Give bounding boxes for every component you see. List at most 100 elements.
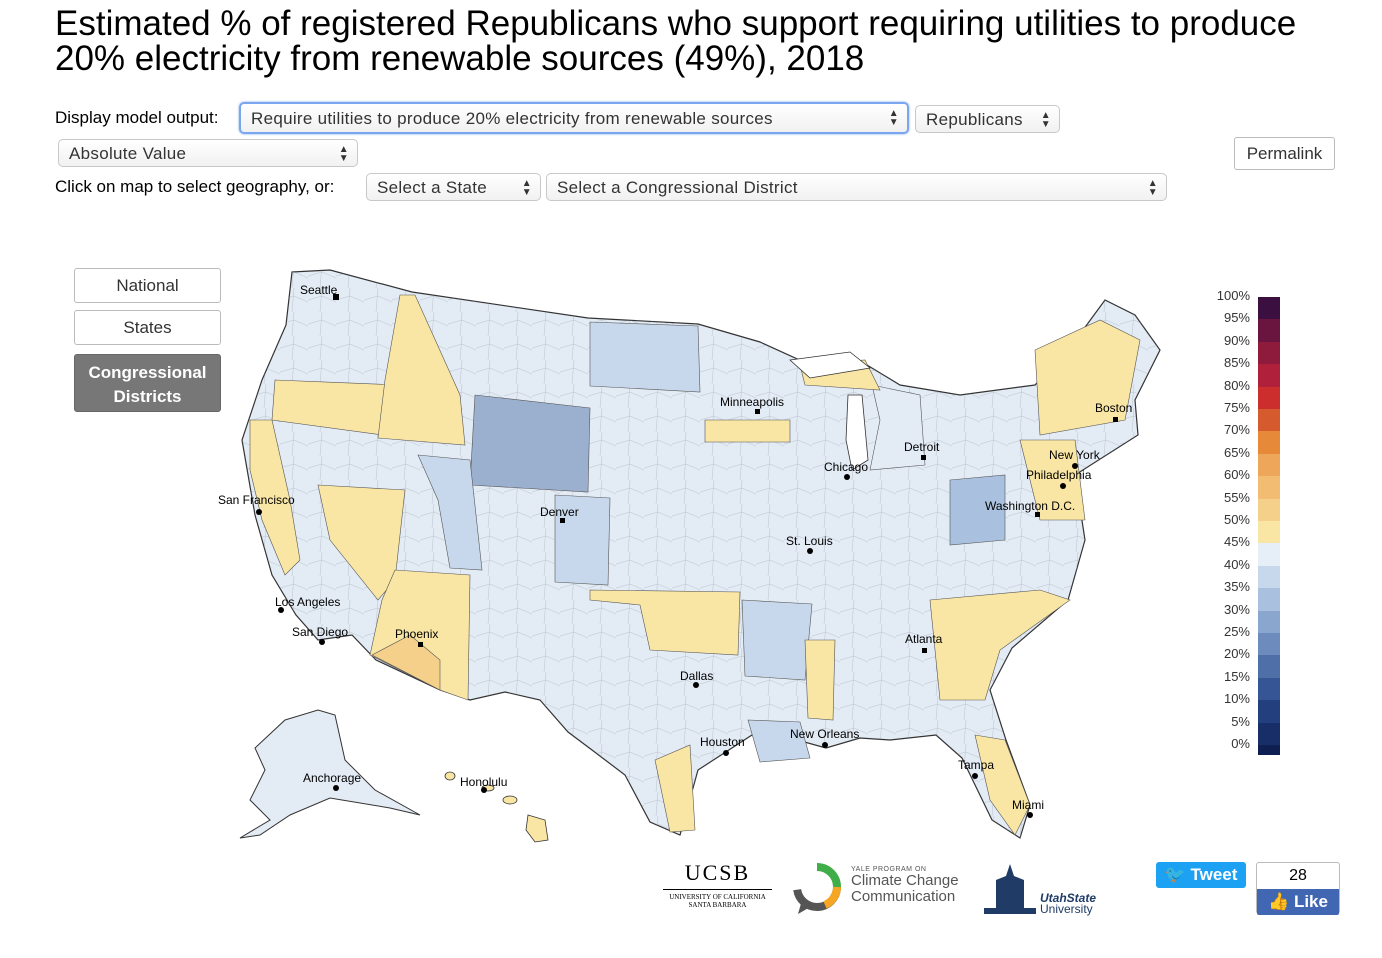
legend-swatch: [1258, 543, 1280, 566]
city-new-orleans: New Orleans: [790, 727, 859, 741]
usu-logo-text: UtahState University: [1040, 891, 1096, 916]
legend-swatch: [1258, 319, 1280, 342]
region-idaho[interactable]: [377, 294, 466, 446]
ucsb-logo-sub1: UNIVERSITY OF CALIFORNIA: [669, 893, 766, 901]
legend-swatch: [1258, 521, 1280, 544]
yale-logo-ring-icon: [793, 863, 841, 914]
like-count: 28: [1289, 867, 1307, 884]
select-arrows-icon: ▲ ▼: [338, 144, 349, 164]
region-west-virginia[interactable]: [949, 474, 1006, 546]
region-oklahoma[interactable]: [589, 589, 741, 656]
like-button[interactable]: 👍 Like: [1257, 889, 1339, 915]
twitter-bird-icon: 🐦: [1164, 865, 1186, 884]
permalink-button[interactable]: Permalink: [1234, 137, 1335, 170]
value-select[interactable]: Absolute Value ▲ ▼: [58, 139, 358, 167]
ucsb-logo-main: UCSB: [684, 860, 751, 885]
thumbs-up-icon: 👍: [1268, 892, 1290, 911]
region-florida[interactable]: [974, 734, 1031, 836]
usu-logo-line1: UtahState: [1040, 891, 1097, 905]
legend-label: 35%: [1223, 579, 1250, 595]
model-select[interactable]: Require utilities to produce 20% electri…: [239, 102, 909, 134]
state-select[interactable]: Select a State ▲ ▼: [366, 173, 541, 201]
district-select[interactable]: Select a Congressional District ▲ ▼: [546, 173, 1167, 201]
city-san-diego: San Diego: [292, 625, 348, 639]
yale-logo-line2: Communication: [851, 888, 956, 905]
select-arrows-icon: ▲ ▼: [1040, 110, 1051, 130]
select-arrows-icon: ▲ ▼: [888, 108, 899, 128]
region-texas-south[interactable]: [654, 744, 696, 833]
geo-label: Click on map to select geography, or:: [55, 177, 335, 196]
city-miami: Miami: [1012, 798, 1044, 812]
legend-label: 70%: [1223, 422, 1250, 438]
legend-label: 45%: [1223, 534, 1250, 550]
tweet-button[interactable]: 🐦 Tweet: [1156, 862, 1246, 888]
legend-swatch: [1258, 476, 1280, 499]
region-mississippi[interactable]: [804, 639, 836, 721]
legend-swatch: [1258, 386, 1280, 409]
city-chicago: Chicago: [824, 460, 868, 474]
region-utah[interactable]: [417, 454, 483, 571]
national-button[interactable]: National: [74, 268, 221, 303]
ucsb-logo-sub2: SANTA BARBARA: [688, 901, 747, 909]
legend-swatch: [1258, 677, 1280, 701]
legend-label: 30%: [1223, 601, 1250, 617]
city-washington-dc: Washington D.C.: [985, 499, 1075, 513]
legend-swatch: [1258, 341, 1280, 365]
states-button[interactable]: States: [74, 310, 221, 345]
city-phoenix: Phoenix: [395, 627, 438, 641]
region-california-coast[interactable]: [249, 419, 301, 576]
ucsb-logo: UCSB UNIVERSITY OF CALIFORNIA SANTA BARB…: [655, 860, 780, 909]
display-label: Display model output:: [55, 108, 219, 127]
legend-label: 50%: [1223, 512, 1250, 527]
like-widget[interactable]: 28 👍 Like: [1256, 862, 1340, 915]
district-select-value: Select a Congressional District: [557, 178, 798, 197]
like-label: Like: [1293, 892, 1328, 911]
legend-swatch: [1258, 722, 1280, 745]
legend-label: 55%: [1223, 489, 1250, 505]
region-arkansas[interactable]: [741, 599, 813, 681]
legend-swatch: [1258, 565, 1280, 589]
region-michigan[interactable]: [869, 384, 926, 471]
legend-swatch: [1258, 431, 1280, 454]
city-atlanta: Atlanta: [905, 632, 943, 646]
congressional-districts-button[interactable]: Congressional Districts: [74, 354, 221, 412]
legend-swatch: [1258, 745, 1280, 755]
legend-label: 40%: [1223, 556, 1250, 572]
legend-swatch: [1258, 498, 1280, 521]
alaska[interactable]: [239, 709, 421, 839]
lake-michigan: [845, 394, 869, 471]
us-map[interactable]: Seattle San Francisco Los Angeles San Di…: [165, 262, 1170, 862]
region-southeast[interactable]: [929, 589, 1071, 701]
legend-label: 15%: [1223, 668, 1250, 684]
region-colorado[interactable]: [554, 494, 611, 586]
select-arrows-icon: ▲ ▼: [521, 178, 532, 198]
value-select-value: Absolute Value: [69, 144, 187, 163]
yale-logo-line1: Climate Change: [851, 872, 959, 889]
state-select-value: Select a State: [377, 178, 488, 197]
group-select[interactable]: Republicans ▲ ▼: [915, 105, 1060, 133]
legend-label: 85%: [1223, 355, 1250, 371]
region-wyoming[interactable]: [469, 394, 591, 493]
select-arrows-icon: ▲ ▼: [1147, 178, 1158, 198]
legend-label: 95%: [1223, 310, 1250, 326]
city-los-angeles: Los Angeles: [275, 595, 340, 609]
legend-label: 25%: [1223, 624, 1250, 639]
legend-label: 5%: [1231, 713, 1250, 729]
page-title: Estimated % of registered Republicans wh…: [55, 4, 1297, 78]
city-houston: Houston: [700, 735, 745, 749]
city-seattle: Seattle: [300, 283, 338, 297]
city-san-francisco: San Francisco: [218, 493, 295, 507]
legend-swatch: [1258, 409, 1280, 432]
region-louisiana[interactable]: [747, 719, 811, 763]
city-anchorage: Anchorage: [303, 771, 361, 785]
legend-label: 90%: [1223, 332, 1250, 348]
lake-superior: [789, 351, 871, 379]
model-select-value: Require utilities to produce 20% electri…: [251, 109, 773, 128]
region-minnesota-south[interactable]: [704, 419, 791, 443]
region-new-england[interactable]: [1034, 319, 1141, 436]
region-arizona-south[interactable]: [371, 634, 441, 691]
legend-label: 10%: [1223, 691, 1250, 707]
region-north-dakota[interactable]: [589, 321, 701, 393]
city-philadelphia: Philadelphia: [1026, 468, 1092, 482]
region-pennsylvania-east[interactable]: [1019, 439, 1086, 521]
